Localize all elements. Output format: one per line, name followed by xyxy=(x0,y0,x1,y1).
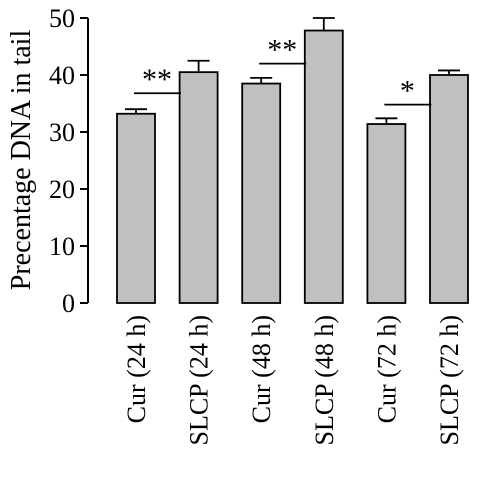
y-tick-label: 0 xyxy=(62,289,75,318)
y-tick-label: 40 xyxy=(49,61,75,90)
significance-label: ** xyxy=(142,63,172,96)
x-axis-labels: Cur (24 h) SLCP (24 h) Cur (48 h) SLCP (48 … xyxy=(122,315,464,446)
bar xyxy=(116,112,156,304)
bar xyxy=(303,29,344,304)
significance-label: ** xyxy=(267,34,297,67)
y-axis-label: Precentage DNA in tail xyxy=(6,30,37,291)
bar xyxy=(429,74,469,304)
significance-label: * xyxy=(400,75,415,108)
x-tick-label: SLCP (48 h) xyxy=(310,315,339,446)
x-tick-label: Cur (48 h) xyxy=(247,315,276,423)
y-axis: 0 10 20 30 40 50 xyxy=(49,4,89,318)
x-tick-label: Cur (72 h) xyxy=(372,315,401,423)
bar xyxy=(366,123,407,304)
bar xyxy=(178,71,219,304)
y-tick-label: 10 xyxy=(49,232,75,261)
error-bars xyxy=(125,17,460,125)
x-tick-label: SLCP (72 h) xyxy=(435,315,464,446)
y-tick-label: 50 xyxy=(49,4,75,33)
y-tick-label: 20 xyxy=(49,175,75,204)
x-tick-label: Cur (24 h) xyxy=(122,315,151,423)
x-tick-label: SLCP (24 h) xyxy=(185,315,214,446)
bar xyxy=(241,82,282,304)
y-tick-label: 30 xyxy=(49,118,75,147)
significance-markers: ***** xyxy=(134,34,432,108)
bars xyxy=(116,29,469,304)
